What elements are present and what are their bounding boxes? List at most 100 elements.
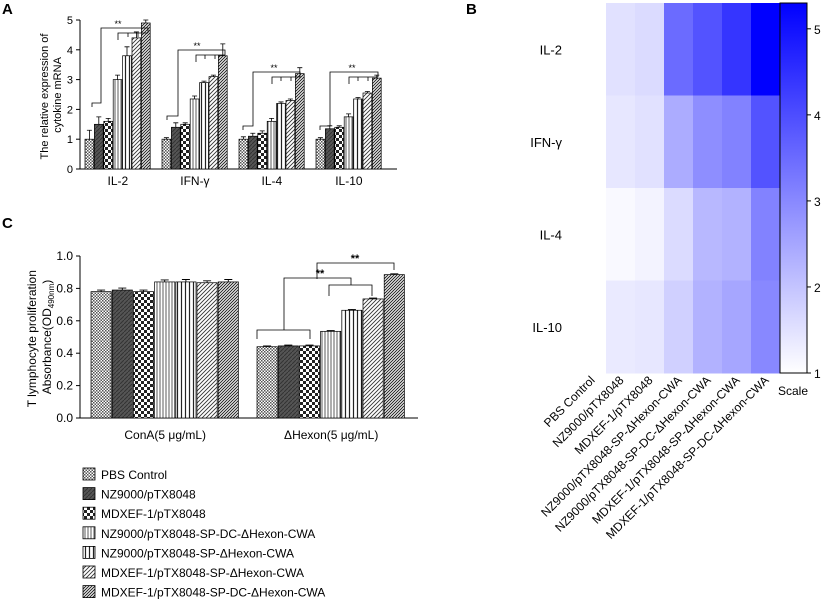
panel-b-scale-label: Scale (778, 384, 808, 398)
panel-b-heat-cell (664, 3, 694, 96)
panel-a-bar (141, 22, 151, 170)
panel-b-scale-tick-label: 4 (814, 109, 821, 123)
panel-a-bar (325, 128, 335, 170)
legend-swatch (82, 487, 96, 501)
legend-swatch (82, 565, 96, 579)
panel-a-bracket-ifn-inner (195, 54, 225, 62)
legend: PBS Control NZ9000/pTX8048 MDXEF-1/pTX8048… (82, 467, 325, 600)
panel-a-bar (295, 73, 305, 170)
panel-a-x-tick-label: IL-4 (262, 174, 283, 188)
panel-b-heat-cell (606, 188, 636, 281)
panel-c-error-bar (118, 287, 127, 291)
panel-c-x-tick-label: ConA(5 μg/mL) (124, 428, 206, 442)
panel-c-bracket-upper-left (283, 277, 352, 330)
panel-a-bar (372, 77, 382, 170)
panel-b-heat-cell (577, 3, 607, 96)
panel-a-bar (266, 120, 277, 170)
panel-b-heat-cell (751, 280, 781, 374)
panel-b-heat-cell (606, 280, 636, 374)
panel-a-y-label: The relative expression of cytokine mRNA (39, 30, 64, 159)
panel-c-bar (256, 346, 278, 419)
panel-c-bar (196, 282, 218, 419)
panel-a-bar (94, 123, 104, 170)
panel-c-error-bar (369, 297, 378, 299)
panel-b-heat-cell (577, 188, 607, 281)
panel-a-star-3: ** (270, 63, 278, 73)
panel-b-row-label: IL-4 (540, 227, 562, 242)
panel-c-y-tick-label: 0.2 (56, 379, 73, 393)
panel-a-bracket-il2-outer (91, 27, 149, 107)
panel-a-y-tick-label: 5 (67, 15, 73, 27)
panel-b-heat-cell (722, 188, 752, 281)
panel-c-error-bar (224, 279, 233, 282)
panel-a-bracket-il4-outer (242, 71, 301, 130)
panel-a-star-4: ** (348, 63, 356, 73)
panel-b-heat-cell (693, 95, 723, 189)
panel-c-y-tick-label: 0.0 (56, 411, 73, 425)
panel-c-error-bar (263, 345, 272, 347)
panel-a-error-bar (143, 19, 149, 23)
panel-a-error-bar (278, 101, 284, 104)
legend-label: MDXEF-1/pTX8048-SP-ΔHexon-CWA (101, 566, 304, 580)
panel-c-y-label-line1: T lymphocyte proliferation (25, 270, 39, 407)
legend-label: MDXEF-1/pTX8048-SP-DC-ΔHexon-CWA (101, 586, 325, 600)
panel-c-y-tick-label: 0.4 (56, 346, 73, 360)
panel-c-bar (217, 281, 239, 419)
panel-a-bar (257, 132, 267, 170)
panel-a-x-tick-label: IFN-γ (180, 174, 209, 188)
panel-c-bar (154, 281, 176, 419)
panel-c-bar (90, 291, 112, 419)
panel-a-bar (334, 126, 344, 170)
panel-a-error-bar (336, 125, 342, 128)
panel-a-bar (161, 138, 172, 170)
panel-c-error-bar (390, 273, 399, 275)
panel-a-bar (112, 79, 123, 170)
panel-b-heat-cell (635, 188, 665, 281)
panel-c-y-tick-label: 0.6 (56, 314, 73, 328)
panel-a-bracket-il10-outer (319, 71, 379, 130)
panel-a-bar (353, 98, 363, 170)
panel-b-heat-cell (751, 3, 781, 96)
panel-b-scale-tick-label: 2 (814, 281, 821, 295)
panel-c-y-label-end: ) (40, 280, 54, 284)
panel-c-error-bar (347, 309, 356, 311)
panel-a-error-bar (317, 137, 323, 140)
panel-c-bar (133, 291, 154, 419)
panel-label-a: A (2, 1, 13, 18)
panel-c-bar (362, 298, 384, 419)
panel-a-x-tick-label: IL-10 (335, 174, 363, 188)
panel-a-bar (103, 120, 113, 170)
panel-a-y-tick-label: 1 (67, 134, 73, 146)
panel-a-bar (343, 116, 354, 170)
panel-a-bar (122, 55, 132, 170)
panel-c-bar (320, 330, 342, 419)
panel-c-bar (111, 289, 133, 419)
panel-a-bar (171, 126, 181, 170)
panel-c-error-bar (326, 330, 335, 332)
panel-b-heat-cell (722, 280, 752, 374)
panel-a-error-bar (105, 117, 111, 122)
panel-a-bar (238, 138, 249, 170)
panel-a-y-tick-label: 0 (67, 164, 73, 176)
legend-swatch (82, 506, 96, 520)
panel-c-star-2: ** (351, 253, 360, 265)
panel-a-bracket-il2-inner (117, 32, 148, 40)
panel-label-c: C (2, 215, 13, 232)
legend-label: NZ9000/pTX8048 (101, 488, 196, 502)
panel-a-error-bar (355, 97, 361, 99)
panel-a-bracket-ifn-outer (166, 49, 226, 120)
panel-c-significance (256, 262, 395, 339)
panel-a-bracket-il4-inner (271, 76, 300, 84)
panel-a-bar (208, 76, 219, 170)
panel-c-bracket-lower-right (328, 284, 373, 296)
panel-a-error-bar (240, 136, 246, 140)
panel-c-error-bar (305, 344, 314, 346)
legend-swatch (82, 526, 96, 540)
panel-b-scale-tick-label: 5 (814, 23, 821, 37)
panel-a-error-bar (96, 116, 102, 125)
panel-a-star-1: ** (114, 19, 122, 29)
panel-b-heat-cell (722, 3, 752, 96)
panel-a-bar (285, 100, 296, 170)
panel-a-y-label-line1: The relative expression of (39, 33, 51, 160)
